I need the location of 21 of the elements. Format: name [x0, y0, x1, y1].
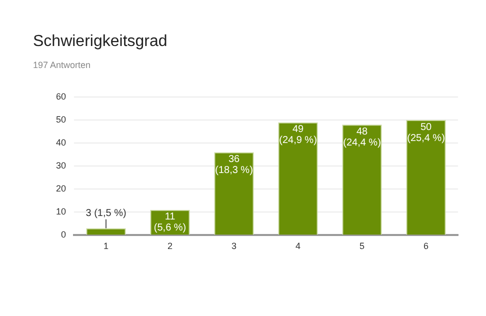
- chart-subtitle: 197 Antworten: [33, 60, 91, 70]
- y-tick-label: 60: [56, 91, 66, 102]
- x-tick-label: 3: [232, 241, 237, 252]
- y-tick-label: 40: [56, 138, 66, 148]
- y-tick-label: 0: [60, 230, 66, 240]
- y-tick-label: 10: [56, 206, 66, 217]
- y-tick-label: 30: [56, 160, 66, 171]
- data-label: 3 (1,5 %): [86, 208, 126, 220]
- x-tick-label: 4: [295, 241, 301, 252]
- y-tick-label: 50: [56, 114, 66, 125]
- y-tick-label: 20: [56, 184, 66, 194]
- chart-title: Schwierigkeitsgrad: [33, 33, 168, 51]
- data-label: 11 (5,6 %): [154, 212, 186, 234]
- x-tick-label: 6: [423, 241, 429, 252]
- data-label: 50 (25,4 %): [407, 122, 445, 144]
- data-label: 49 (24,9 %): [279, 124, 317, 146]
- data-label: 36 (18,3 %): [215, 154, 253, 176]
- x-tick-label: 1: [104, 241, 109, 252]
- x-tick-label: 2: [168, 241, 173, 252]
- x-tick-label: 5: [359, 241, 365, 252]
- data-label: 48 (24,4 %): [343, 126, 381, 148]
